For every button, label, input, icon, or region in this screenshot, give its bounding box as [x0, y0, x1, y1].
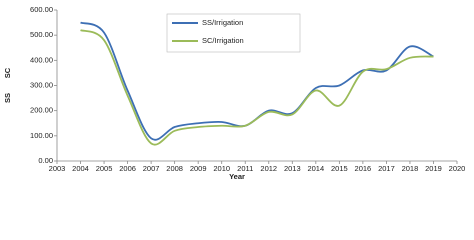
x-tick-label: 2010 — [213, 164, 230, 173]
legend-label: SS/Irrigation — [202, 18, 243, 27]
x-tick-label: 2014 — [307, 164, 324, 173]
y-axis-title: SC — [3, 67, 12, 78]
y-tick-label: 100.00 — [30, 131, 53, 140]
x-tick-label: 2007 — [143, 164, 160, 173]
x-tick-label: 2004 — [72, 164, 89, 173]
x-tick-label: 2006 — [119, 164, 136, 173]
y-tick-label: 500.00 — [30, 30, 53, 39]
x-tick-label: 2008 — [166, 164, 183, 173]
x-tick-label: 2013 — [284, 164, 301, 173]
chart: Year SC SS 0.00 100.00 200.00 300.00 400.00 5… — [2, 4, 466, 181]
x-tick-label: 2019 — [425, 164, 442, 173]
x-tick-label: 2016 — [355, 164, 372, 173]
data-line — [80, 29, 434, 146]
x-tick-label: 2012 — [260, 164, 277, 173]
legend-label: SC/Irrigation — [202, 36, 244, 45]
x-tick-label: 2018 — [402, 164, 419, 173]
x-tick-label: 2009 — [190, 164, 207, 173]
legend — [166, 13, 301, 53]
x-axis-title: Year — [229, 172, 245, 181]
x-tick-label: 2011 — [237, 164, 253, 173]
y-tick-label: 0.00 — [38, 156, 53, 165]
x-tick-label: 2015 — [331, 164, 348, 173]
y-tick-label: 200.00 — [30, 106, 53, 115]
x-tick-label: 2003 — [49, 164, 66, 173]
y-tick-label: 400.00 — [30, 55, 53, 64]
x-tick-label: 2017 — [378, 164, 395, 173]
x-tick-label: 2020 — [449, 164, 466, 173]
y-tick-label: 300.00 — [30, 80, 53, 89]
y-tick-label: 600.00 — [30, 5, 53, 14]
x-tick-label: 2005 — [96, 164, 113, 173]
y-axis-title: SS — [3, 93, 12, 103]
